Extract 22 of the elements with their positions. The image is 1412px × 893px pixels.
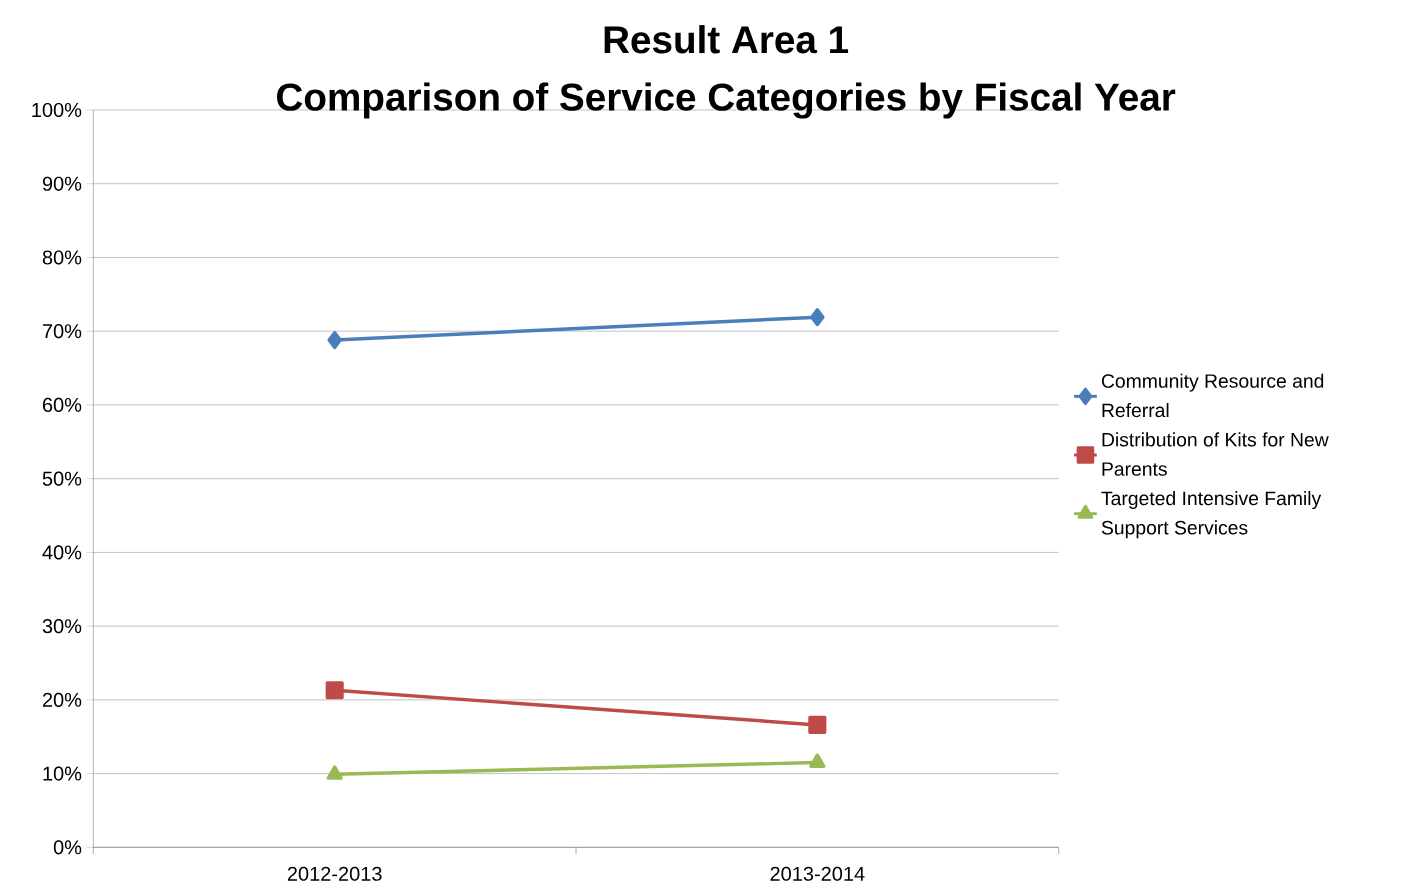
y-tick-label: 30% — [42, 618, 82, 634]
y-tick-label: 20% — [42, 692, 82, 707]
y-tick-label: 40% — [42, 545, 82, 560]
legend-label: Community Resource and Referral — [1101, 373, 1324, 418]
y-tick-label: 90% — [42, 176, 82, 191]
point — [327, 330, 342, 349]
x-tick-label: 2013-2014 — [770, 866, 865, 881]
chart-title: Result Area 1 — [604, 24, 849, 54]
y-tick-label: 100% — [32, 102, 82, 117]
point — [810, 307, 825, 327]
legend-label: Distribution of Kits for New Parents — [1102, 432, 1329, 476]
chart-subtitle: Comparison of Service Categories by Fiscal Year — [277, 82, 1176, 119]
point — [808, 715, 827, 734]
x-tick-label: 2012-2013 — [287, 866, 382, 881]
y-tick-label: 0% — [53, 840, 82, 855]
y-tick-label: 50% — [42, 471, 82, 486]
y-tick-label: 70% — [42, 323, 82, 339]
y-tick-label: 10% — [43, 766, 82, 781]
legend-label: Targeted Intensive Family Support Services — [1101, 490, 1322, 539]
point — [325, 681, 344, 700]
y-tick-label: 80% — [42, 250, 82, 265]
y-tick-label: 60% — [42, 397, 82, 412]
